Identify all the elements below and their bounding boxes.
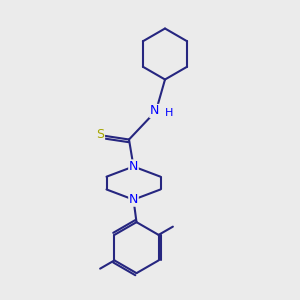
Text: N: N (129, 160, 138, 173)
Text: N: N (129, 193, 138, 206)
Text: H: H (164, 108, 173, 118)
Text: S: S (97, 128, 104, 142)
Text: N: N (150, 104, 159, 118)
